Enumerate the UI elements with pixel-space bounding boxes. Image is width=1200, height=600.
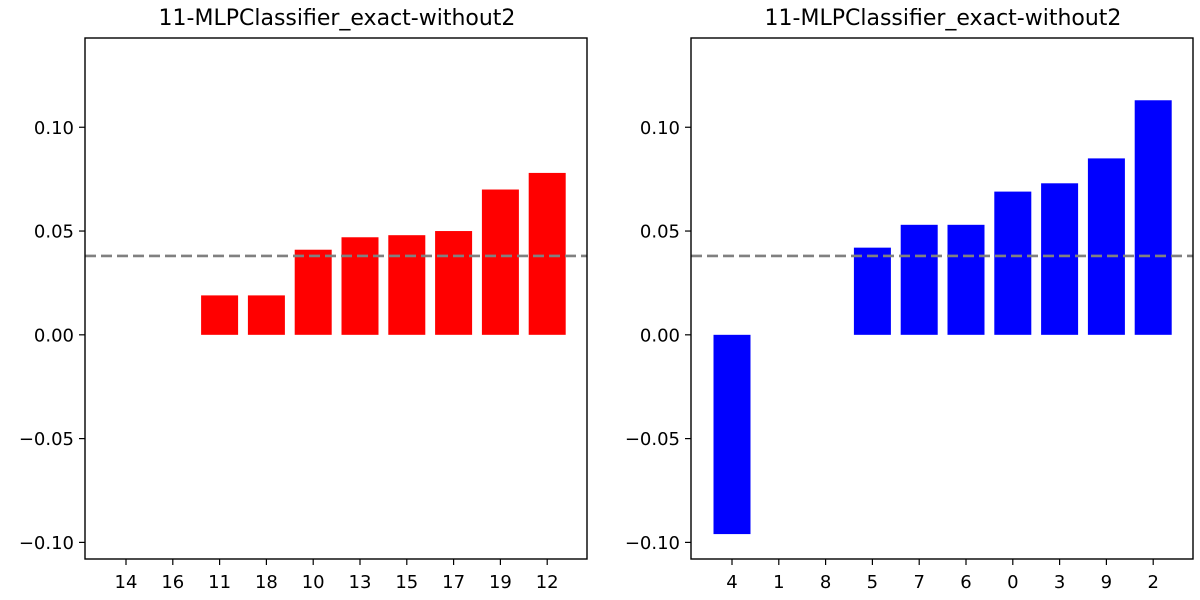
right-bar-2: [1134, 100, 1172, 335]
right-x-tick-label-9: 9: [1101, 572, 1112, 593]
left-bar-17: [435, 231, 473, 335]
right-x-tick-label-3: 3: [1054, 572, 1065, 593]
left-bar-13: [341, 237, 379, 335]
left-y-tick-label: 0.10: [34, 118, 74, 139]
right-bar-3: [1041, 183, 1079, 335]
left-y-tick-label: −0.10: [19, 533, 74, 554]
right-bar-6: [947, 224, 985, 335]
right-bar-0: [994, 191, 1032, 335]
right-x-tick-label-2: 2: [1147, 572, 1158, 593]
right-x-tick-label-8: 8: [820, 572, 831, 593]
right-x-tick-label-4: 4: [726, 572, 737, 593]
left-bar-11: [201, 295, 239, 335]
left-bar-18: [247, 295, 285, 335]
right-axes-frame: [690, 37, 1194, 560]
left-bar-chart-panel: 11-MLPClassifier_exact-without2 −0.10 −0.…: [19, 6, 588, 593]
right-x-tick-label-6: 6: [960, 572, 971, 593]
right-y-tick-label: −0.05: [625, 429, 680, 450]
right-x-tick-label-1: 1: [773, 572, 784, 593]
left-x-tick-label-11: 11: [208, 572, 231, 593]
left-bar-10: [294, 249, 332, 335]
right-x-tick-label-0: 0: [1007, 572, 1018, 593]
left-x-tick-label-16: 16: [161, 572, 184, 593]
left-y-tick-label: −0.05: [19, 429, 74, 450]
right-y-tick-label: 0.05: [640, 222, 680, 243]
right-x-tick-label-5: 5: [867, 572, 878, 593]
left-x-tick-label-15: 15: [395, 572, 418, 593]
left-bar-15: [388, 235, 426, 335]
left-y-tick-label: 0.00: [34, 325, 74, 346]
right-y-tick-label: −0.10: [625, 533, 680, 554]
right-x-tick-label-7: 7: [913, 572, 924, 593]
left-chart-title: 11-MLPClassifier_exact-without2: [159, 6, 516, 31]
left-x-tick-label-12: 12: [536, 572, 559, 593]
right-bar-chart-panel: 11-MLPClassifier_exact-without2 −0.10 −0.…: [625, 6, 1194, 593]
left-y-tick-label: 0.05: [34, 222, 74, 243]
right-bar-9: [1087, 158, 1125, 335]
right-bar-5: [853, 247, 891, 335]
left-x-tick-label-14: 14: [115, 572, 138, 593]
right-y-tick-label: 0.10: [640, 118, 680, 139]
left-bar-19: [481, 189, 519, 335]
right-chart-title: 11-MLPClassifier_exact-without2: [765, 6, 1122, 31]
left-x-tick-label-19: 19: [489, 572, 512, 593]
left-bar-12: [528, 172, 566, 335]
left-x-tick-label-17: 17: [442, 572, 465, 593]
right-bar-4: [713, 334, 751, 535]
left-x-tick-label-13: 13: [349, 572, 372, 593]
left-axes-frame: [84, 37, 588, 560]
left-x-tick-label-10: 10: [302, 572, 325, 593]
right-y-tick-label: 0.00: [640, 325, 680, 346]
right-bar-7: [900, 224, 938, 335]
left-x-tick-label-18: 18: [255, 572, 278, 593]
